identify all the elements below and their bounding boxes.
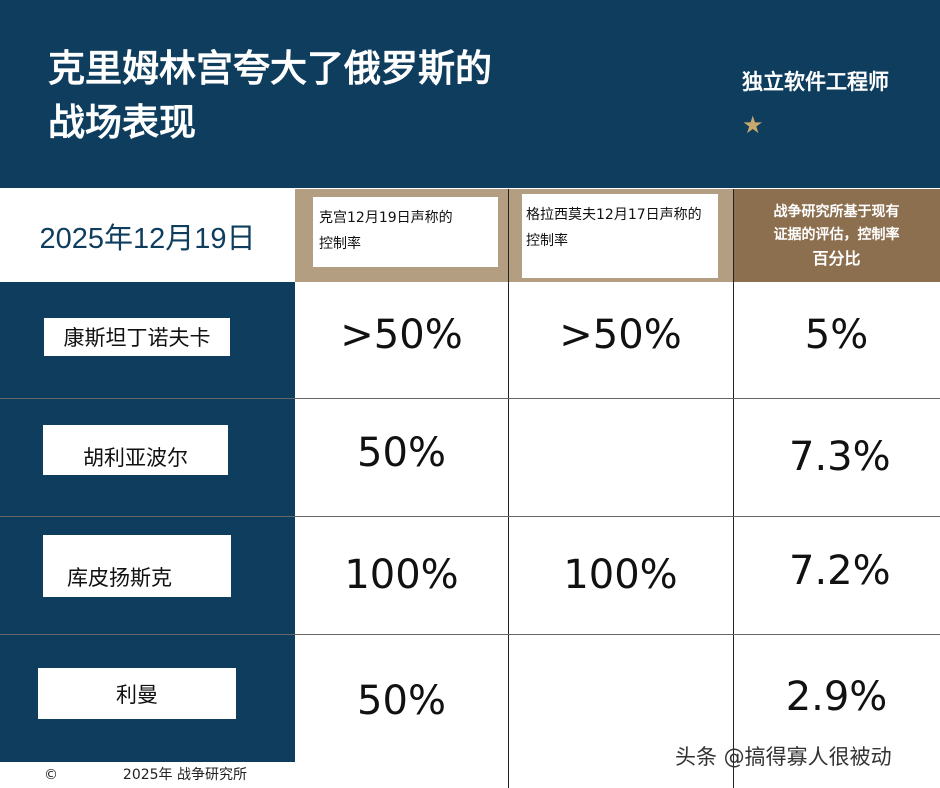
column-header-isw-text: 战争研究所基于现有 证据的评估，控制率 百分比	[733, 201, 940, 270]
title-line-2: 战场表现	[48, 101, 196, 144]
column-header-isw: 战争研究所基于现有 证据的评估，控制率 百分比	[733, 189, 940, 282]
column-header-isw-line1: 战争研究所基于现有	[773, 204, 900, 220]
row-divider	[0, 398, 940, 399]
copyright-icon: ©	[44, 767, 58, 783]
column-header-isw-line2: 证据的评估，控制率	[773, 227, 900, 243]
star-icon: ★	[742, 111, 764, 139]
brand-label: 独立软件工程师	[742, 70, 889, 94]
column-header-kremlin: 克宫12月19日声称的 控制率	[295, 189, 508, 282]
value-kremlin-row2: 50%	[357, 430, 446, 476]
column-divider	[733, 189, 734, 788]
watermark: 头条 @搞得寡人很被动	[675, 745, 892, 769]
footer-text: 2025年 战争研究所	[122, 767, 247, 783]
row-divider	[0, 634, 940, 635]
column-divider	[508, 189, 509, 788]
column-header-kremlin-box: 克宫12月19日声称的 控制率	[313, 197, 498, 267]
column-header-kremlin-line2: 控制率	[319, 236, 361, 252]
column-header-kremlin-line1: 克宫12月19日声称的	[319, 210, 453, 226]
title-line-1: 克里姆林宫夸大了俄罗斯的	[48, 47, 492, 90]
value-gerasimov-row1: >50%	[559, 312, 682, 358]
date-label: 2025年12月19日	[0, 189, 295, 282]
row-name-kostiantynivka: 康斯坦丁诺夫卡	[44, 318, 230, 356]
value-isw-row2: 7.3%	[789, 434, 891, 480]
column-header-gerasimov-line2: 控制率	[526, 233, 568, 249]
value-kremlin-row4: 50%	[357, 678, 446, 724]
row-divider	[0, 516, 940, 517]
row-name-huliaipole: 胡利亚波尔	[43, 425, 228, 475]
value-isw-row3: 7.2%	[789, 548, 891, 594]
value-gerasimov-row3: 100%	[563, 552, 678, 598]
value-kremlin-row3: 100%	[344, 552, 459, 598]
page-title: 克里姆林宫夸大了俄罗斯的 战场表现	[48, 42, 492, 150]
column-header-isw-line3: 百分比	[812, 249, 861, 268]
value-kremlin-row1: >50%	[340, 312, 463, 358]
row-name-kupiansk: 库皮扬斯克	[43, 535, 231, 597]
header-banner	[0, 0, 940, 188]
value-isw-row4: 2.9%	[785, 674, 888, 720]
column-header-gerasimov: 格拉西莫夫12月17日声称的 控制率	[508, 189, 733, 282]
column-header-gerasimov-line1: 格拉西莫夫12月17日声称的	[526, 207, 702, 223]
column-header-gerasimov-box: 格拉西莫夫12月17日声称的 控制率	[522, 194, 718, 278]
value-isw-row1: 5%	[804, 312, 869, 358]
row-name-lyman: 利曼	[38, 668, 236, 719]
footer-credit: © 2025年 战争研究所	[44, 764, 247, 784]
